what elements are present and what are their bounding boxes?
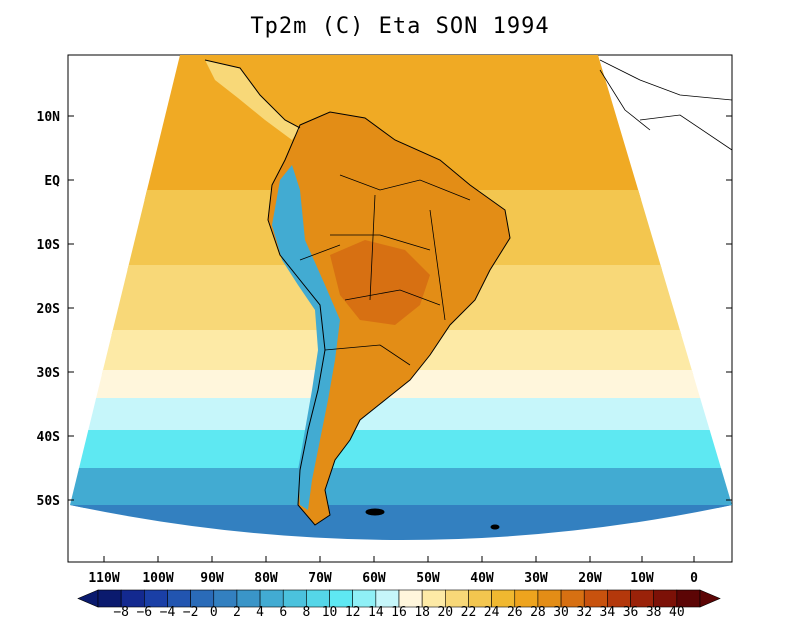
y-axis: 10N EQ 10S 20S 30S 40S 50S bbox=[37, 110, 732, 509]
y-tick-label: EQ bbox=[44, 174, 60, 189]
colorbar-arrow-right bbox=[699, 589, 721, 608]
y-tick-label: 50S bbox=[37, 494, 61, 509]
colorbar-label: 14 bbox=[368, 605, 384, 618]
y-tick-label: 10S bbox=[37, 238, 61, 253]
model-domain bbox=[70, 55, 732, 540]
colorbar-label: 16 bbox=[391, 605, 407, 618]
falkland-islands bbox=[365, 508, 385, 516]
colorbar-label: 6 bbox=[279, 605, 287, 618]
y-tick-label: 10N bbox=[37, 110, 61, 125]
colorbar-label: 0 bbox=[210, 605, 218, 618]
colorbar-label: 36 bbox=[623, 605, 639, 618]
x-tick-label: 110W bbox=[88, 571, 119, 586]
colorbar-label: 32 bbox=[576, 605, 592, 618]
y-tick-label: 40S bbox=[37, 430, 61, 445]
x-tick-label: 100W bbox=[142, 571, 173, 586]
x-tick-label: 90W bbox=[200, 571, 224, 586]
ocean-band-teal bbox=[70, 468, 732, 508]
central-america-coastline bbox=[204, 59, 301, 129]
x-tick-label: 10W bbox=[630, 571, 654, 586]
colorbar-label: 26 bbox=[507, 605, 523, 618]
colorbar-label: −4 bbox=[160, 605, 176, 618]
colorbar-label: 40 bbox=[669, 605, 685, 618]
colorbar-label: 30 bbox=[553, 605, 569, 618]
country-borders bbox=[299, 174, 471, 366]
colorbar-label: −6 bbox=[136, 605, 152, 618]
south-georgia-island bbox=[490, 524, 500, 530]
y-tick-label: 30S bbox=[37, 366, 61, 381]
x-tick-label: 0 bbox=[690, 571, 698, 586]
andes-cold-strip bbox=[272, 165, 340, 510]
colorbar-label: 4 bbox=[256, 605, 264, 618]
x-tick-label: 30W bbox=[524, 571, 548, 586]
x-tick-label: 50W bbox=[416, 571, 440, 586]
africa-coastline bbox=[599, 59, 732, 151]
x-axis: 110W 100W 90W 80W 70W 60W 50W 40W 30W 20… bbox=[88, 556, 698, 586]
colorbar-label: 2 bbox=[233, 605, 241, 618]
colorbar-label: 34 bbox=[600, 605, 616, 618]
colorbar-label: 8 bbox=[302, 605, 310, 618]
colorbar-label: 10 bbox=[322, 605, 338, 618]
colorbar-labels: −8 −6 −4 −2 0 2 4 6 8 10 12 14 16 18 20 22 24 26 28 30 32 34 3… bbox=[113, 605, 684, 618]
x-tick-label: 80W bbox=[254, 571, 278, 586]
colorbar-label: 24 bbox=[484, 605, 500, 618]
ocean-band-cyan bbox=[70, 430, 732, 470]
colorbar-label: 18 bbox=[414, 605, 430, 618]
central-brazil-hot-zone bbox=[330, 240, 430, 325]
colorbar-label: −8 bbox=[113, 605, 129, 618]
central-america-land bbox=[205, 60, 300, 140]
south-america-coastline bbox=[267, 111, 511, 526]
colorbar bbox=[77, 589, 721, 608]
map-title: Tp2m (C) Eta SON 1994 bbox=[250, 14, 550, 39]
x-tick-label: 70W bbox=[308, 571, 332, 586]
x-tick-label: 20W bbox=[578, 571, 602, 586]
x-tick-label: 40W bbox=[470, 571, 494, 586]
ocean-band-lightblue bbox=[70, 398, 732, 432]
colorbar-label: −2 bbox=[183, 605, 199, 618]
colorbar-label: 22 bbox=[461, 605, 477, 618]
colorbar-label: 20 bbox=[437, 605, 453, 618]
y-tick-label: 20S bbox=[37, 302, 61, 317]
colorbar-arrow-left bbox=[77, 589, 99, 608]
colorbar-label: 12 bbox=[345, 605, 361, 618]
colorbar-label: 38 bbox=[646, 605, 662, 618]
coastlines bbox=[204, 59, 732, 530]
colorbar-label: 28 bbox=[530, 605, 546, 618]
x-tick-label: 60W bbox=[362, 571, 386, 586]
